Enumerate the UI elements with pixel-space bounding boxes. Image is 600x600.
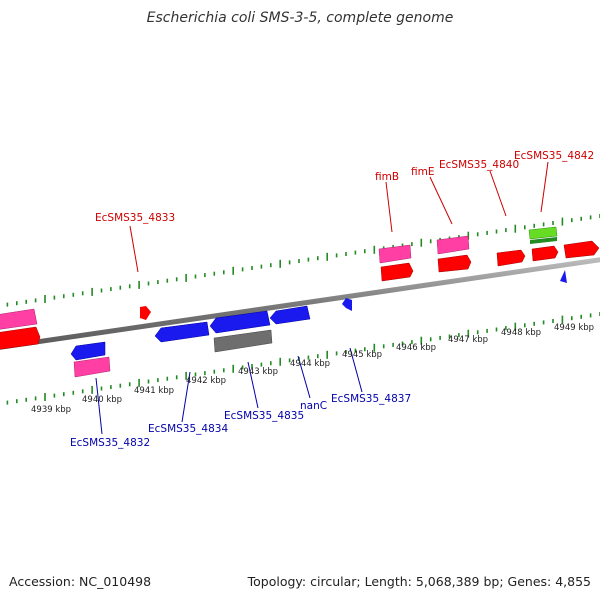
leader-line-ecsms35-4837 (349, 347, 363, 393)
leader-line-fimb (385, 181, 393, 233)
gene-blue-small-right[interactable] (560, 270, 567, 283)
scale-label-4942: 4942 kbp (186, 376, 226, 386)
gene-blue-small-nanc[interactable] (342, 298, 352, 311)
gene-red-fimb[interactable] (380, 262, 414, 282)
leader-line-ecsms35-4835 (247, 361, 259, 409)
scale-label-4946: 4946 kbp (396, 343, 436, 353)
gene-darkgreen-4842[interactable] (530, 237, 557, 244)
gene-blue-4835[interactable] (209, 310, 271, 334)
leader-line-ecsms35-4842 (540, 161, 549, 213)
scale-label-4940: 4940 kbp (82, 395, 122, 405)
scale-label-4944: 4944 kbp (290, 359, 330, 369)
gene-label-ecsms35-4840[interactable]: EcSMS35_4840 (439, 159, 519, 171)
gene-blue-4836[interactable] (269, 305, 311, 325)
leader-line-nanc (297, 355, 311, 399)
gene-red-left[interactable] (0, 326, 41, 350)
gene-red-small[interactable] (140, 306, 151, 320)
lower-leader-lines (95, 347, 363, 435)
gene-gray-4835[interactable] (213, 329, 273, 353)
gene-label-ecsms35-4834[interactable]: EcSMS35_4834 (148, 423, 228, 435)
gene-pink-fime[interactable] (436, 235, 470, 255)
scale-label-4943: 4943 kbp (238, 367, 278, 377)
gene-label-ecsms35-4835[interactable]: EcSMS35_4835 (224, 410, 304, 422)
gene-label-ecsms35-4842[interactable]: EcSMS35_4842 (514, 150, 594, 162)
gene-red-4842[interactable] (531, 245, 559, 262)
gene-red-4840[interactable] (496, 249, 526, 267)
lower-gene-labels: EcSMS35_4832 EcSMS35_4834 EcSMS35_4835 n… (70, 393, 411, 449)
gene-label-ecsms35-4833[interactable]: EcSMS35_4833 (95, 212, 175, 224)
scale-label-4945: 4945 kbp (342, 350, 382, 360)
genome-backbone (0, 257, 600, 350)
gene-red-fime[interactable] (437, 254, 472, 273)
gene-label-ecsms35-4837[interactable]: EcSMS35_4837 (331, 393, 411, 405)
scale-label-4947: 4947 kbp (448, 335, 488, 345)
upper-gene-labels: EcSMS35_4833 fimB fimE EcSMS35_4840 EcSM… (95, 150, 594, 224)
gene-label-fime[interactable]: fimE (411, 166, 434, 178)
gene-red-right[interactable] (563, 240, 600, 259)
genome-stats-text: Topology: circular; Length: 5,068,389 bp… (247, 574, 591, 589)
leader-line-ecsms35-4834 (181, 371, 191, 423)
gene-blue-4834[interactable] (154, 321, 210, 343)
gene-green-4842[interactable] (528, 226, 558, 240)
lower-ruler (6, 312, 600, 405)
map-title: Escherichia coli SMS-3-5, complete genom… (146, 10, 454, 26)
gene-label-ecsms35-4832[interactable]: EcSMS35_4832 (70, 437, 150, 449)
accession-text: Accession: NC_010498 (9, 574, 152, 589)
scale-labels: 4939 kbp 4940 kbp 4941 kbp 4942 kbp 4943… (31, 323, 594, 415)
gene-label-nanc[interactable]: nanC (300, 400, 327, 412)
scale-label-4948: 4948 kbp (501, 328, 541, 338)
gene-pink-4832[interactable] (73, 356, 111, 378)
gene-pink-fimb[interactable] (378, 244, 412, 264)
leader-line-ecsms35-4833 (129, 225, 139, 273)
scale-label-4939: 4939 kbp (31, 405, 71, 415)
gene-features (0, 226, 600, 378)
upper-ruler (6, 214, 600, 307)
leader-line-fime (429, 176, 453, 225)
leader-line-ecsms35-4840 (489, 170, 507, 217)
scale-label-4941: 4941 kbp (134, 386, 174, 396)
gene-pink-left[interactable] (0, 308, 38, 330)
leader-line-ecsms35-4832 (95, 377, 103, 435)
gene-blue-4832[interactable] (70, 341, 106, 361)
upper-leader-lines (129, 161, 549, 273)
scale-label-4949: 4949 kbp (554, 323, 594, 333)
gene-label-fimb[interactable]: fimB (375, 171, 399, 183)
